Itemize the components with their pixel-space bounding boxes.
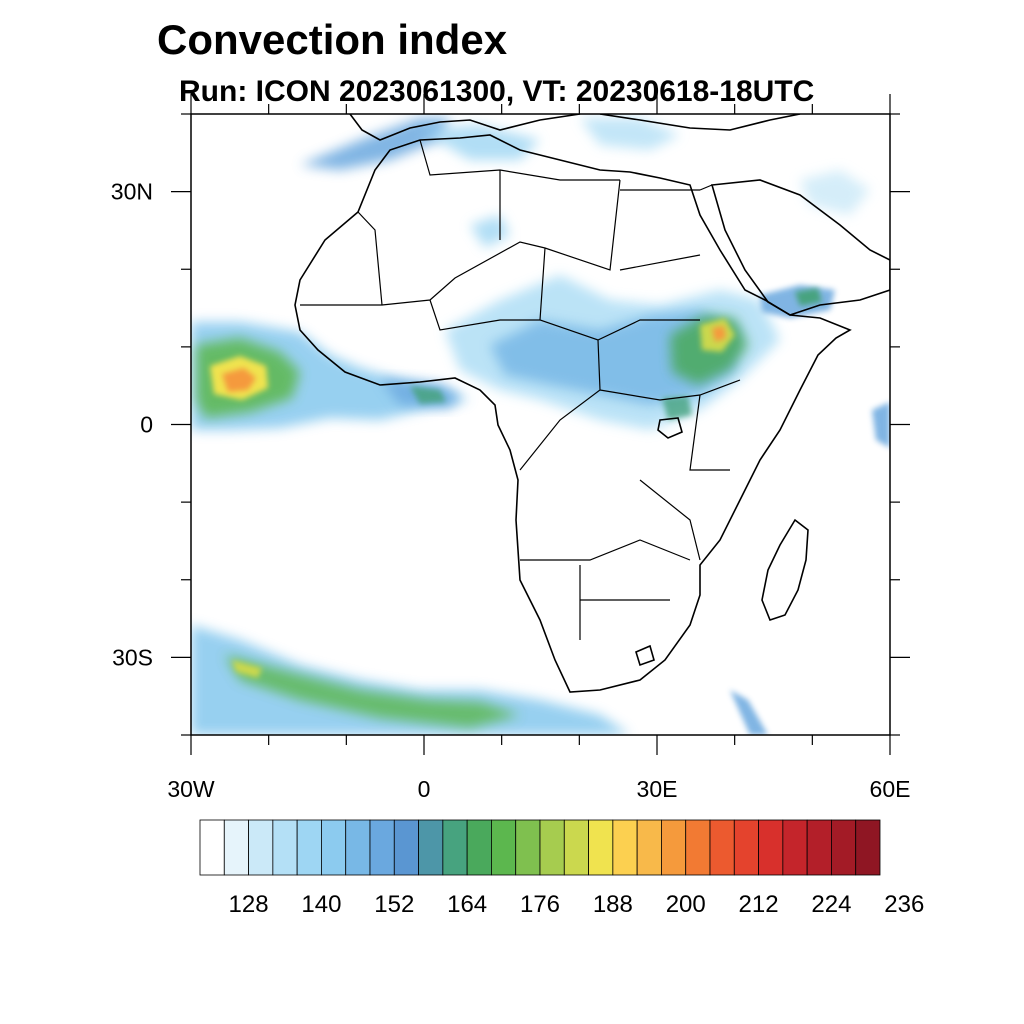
y-tick-label: 30S: [112, 644, 153, 670]
colorbar-swatch: [248, 819, 274, 876]
africa-coastline: [294, 134, 852, 693]
field-indian-ocean-south: [730, 690, 768, 735]
colorbar-swatch: [418, 819, 444, 876]
colorbar-label: 164: [447, 891, 487, 918]
field-guinea-green: [410, 386, 446, 404]
field-arabian-patch: [800, 170, 870, 215]
x-tick-label: 30W: [167, 776, 215, 802]
chart-subtitle: Run: ICON 2023061300, VT: 20230618-18UTC: [179, 75, 814, 108]
field-med-east: [420, 125, 540, 160]
colorbar-swatch: [466, 819, 492, 876]
convection-field: [191, 118, 890, 735]
colorbar-swatch: [733, 819, 759, 876]
madagascar-coastline: [761, 518, 809, 621]
colorbar-swatch: [223, 819, 249, 876]
colorbar-swatch: [515, 819, 541, 876]
y-tick-label: 30N: [111, 179, 153, 205]
colorbar-swatch: [393, 819, 419, 876]
colorbar-swatch: [491, 819, 517, 876]
colorbar-swatch: [758, 819, 784, 876]
colorbar-swatch: [345, 819, 371, 876]
map-area: [191, 114, 890, 735]
axis-ticks: [171, 94, 910, 755]
colorbar-swatch: [612, 819, 638, 876]
colorbar-label: 200: [666, 891, 706, 918]
colorbar-swatch: [636, 819, 662, 876]
x-tick-label: 0: [418, 776, 431, 802]
colorbar-swatch: [588, 819, 614, 876]
field-mediterranean: [300, 118, 450, 170]
colorbar-swatch: [539, 819, 565, 876]
chart-title: Convection index: [157, 16, 508, 63]
colorbar-label: 128: [229, 891, 269, 918]
field-indian-ocean-east: [872, 402, 890, 448]
y-tick-label: 0: [140, 412, 153, 438]
colorbar-label: 140: [301, 891, 341, 918]
europe-coastline: [349, 114, 581, 141]
colorbar-swatch: [806, 819, 832, 876]
axis-tick-labels: 30W 0 30E 60E 30N 0 30S: [111, 179, 911, 802]
x-tick-label: 30E: [637, 776, 678, 802]
lake-victoria: [657, 417, 683, 439]
colorbar-swatch: [782, 819, 808, 876]
colorbar-labels: 128 140 152 164 176 188 200 212 224 236: [229, 891, 925, 918]
country-borders: [300, 139, 741, 640]
colorbar-swatch: [442, 819, 468, 876]
colorbar-swatch: [369, 819, 395, 876]
colorbar-label: 188: [593, 891, 633, 918]
colorbar-swatch: [709, 819, 735, 876]
colorbar-swatch: [199, 819, 225, 876]
field-yemen-green: [795, 288, 822, 306]
colorbar: [199, 819, 881, 876]
turkey-coastline: [599, 114, 801, 131]
colorbar-swatch: [563, 819, 589, 876]
colorbar-swatch: [661, 819, 687, 876]
field-lake-victoria-area: [662, 396, 692, 420]
colorbar-swatch: [685, 819, 711, 876]
field-south-atlantic-yellow: [232, 660, 262, 678]
lesotho-border: [635, 644, 655, 667]
colorbar-swatch: [831, 819, 857, 876]
colorbar-label: 152: [374, 891, 414, 918]
colorbar-label: 236: [884, 891, 924, 918]
colorbar-swatch: [855, 819, 881, 876]
colorbar-swatch: [296, 819, 322, 876]
colorbar-swatch: [321, 819, 347, 876]
field-med-far-east: [580, 118, 680, 150]
colorbar-label: 212: [739, 891, 779, 918]
arabian-peninsula-coastline: [710, 179, 890, 316]
x-tick-label: 60E: [870, 776, 911, 802]
coastlines-and-borders: [294, 114, 890, 693]
field-ethiopia-orange: [712, 326, 726, 342]
map-background: [191, 114, 890, 735]
colorbar-swatch: [272, 819, 298, 876]
field-atlantic-core-orange: [222, 368, 256, 392]
field-south-atlantic: [191, 625, 630, 735]
field-south-atlantic-green: [225, 655, 520, 728]
colorbar-label: 176: [520, 891, 560, 918]
colorbar-label: 224: [811, 891, 851, 918]
